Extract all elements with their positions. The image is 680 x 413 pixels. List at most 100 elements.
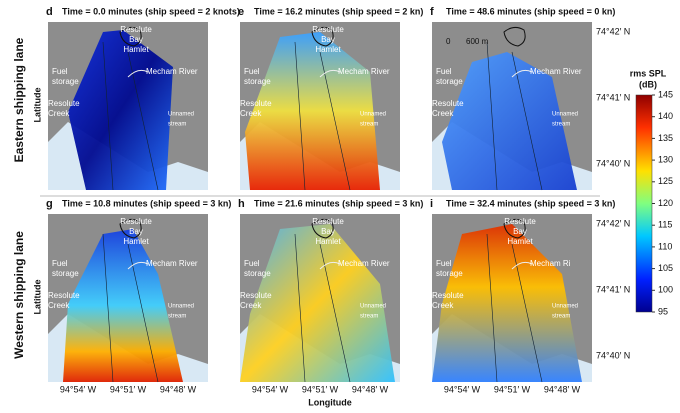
place-label: Creek: [432, 301, 454, 310]
place-label: Hamlet: [123, 45, 149, 54]
place-label: Fuel: [244, 259, 260, 268]
place-label: 0: [446, 37, 451, 46]
hamlet-outline: [119, 26, 142, 47]
panel-title: Time = 16.2 minutes (ship speed = 2 kn): [254, 6, 423, 16]
colorbar-title: rms SPL: [630, 68, 667, 78]
place-label: Resolute: [432, 291, 464, 300]
place-label: stream: [552, 122, 570, 128]
place-label: Mecham River: [146, 67, 198, 76]
place-label: Creek: [240, 109, 262, 118]
place-label: Unnamed: [168, 112, 194, 118]
ship-track: [102, 233, 159, 383]
place-label: stream: [168, 122, 186, 128]
panel-letter: e: [238, 6, 244, 18]
place-label: Bay: [129, 227, 143, 236]
place-label: stream: [360, 314, 378, 320]
latitude-tick-label: 74°42′ N: [596, 26, 630, 36]
longitude-tick-label: 94°48′ W: [160, 384, 197, 394]
river-line: [511, 261, 533, 270]
colorbar: [635, 94, 653, 313]
place-label: Mecham River: [338, 67, 390, 76]
place-label: Resolute: [312, 25, 344, 34]
longitude-tick-label: 94°51′ W: [494, 384, 531, 394]
place-label: stream: [360, 122, 378, 128]
place-label: Unnamed: [360, 112, 386, 118]
panel-letter: h: [238, 198, 245, 210]
place-label: Mecham River: [146, 259, 198, 268]
place-label: storage: [436, 77, 463, 86]
place-label: Creek: [432, 109, 454, 118]
place-label: Fuel: [244, 67, 260, 76]
longitude-tick-label: 94°48′ W: [544, 384, 581, 394]
place-label: Hamlet: [315, 237, 341, 246]
colorbar-tick-label: 135: [658, 133, 673, 143]
panel-letter: d: [46, 6, 53, 18]
place-label: Mecham Ri: [530, 259, 571, 268]
colorbar-tick-label: 115: [658, 220, 672, 230]
colorbar-tick-label: 120: [658, 198, 673, 208]
sound-field: [245, 32, 380, 190]
place-label: storage: [244, 269, 271, 278]
colorbar-tick-label: 140: [658, 111, 673, 121]
sound-field: [68, 30, 173, 190]
map-panel: h Time = 21.6 minutes (ship speed = 3 kn)…: [238, 198, 423, 383]
hamlet-outline: [503, 26, 526, 47]
sound-field: [432, 224, 582, 382]
river-line: [319, 69, 341, 78]
latitude-tick-label: 74°40′ N: [596, 350, 630, 360]
ship-track: [294, 41, 351, 191]
place-label: 600 m: [466, 37, 489, 46]
ship-track: [102, 41, 159, 191]
place-label: Fuel: [436, 67, 452, 76]
longitude-tick-label: 94°48′ W: [352, 384, 389, 394]
longitude-tick-label: 94°54′ W: [60, 384, 97, 394]
place-label: Bay: [321, 227, 335, 236]
row-label: Western shipping lane: [12, 231, 26, 359]
place-label: Resolute: [504, 217, 536, 226]
panel-letter: i: [430, 198, 433, 210]
panel-title: Time = 10.8 minutes (ship speed = 3 kn): [62, 198, 231, 208]
place-label: stream: [168, 314, 186, 320]
panel-title: Time = 48.6 minutes (ship speed = 0 kn): [446, 6, 615, 16]
y-axis-label: Latitude: [32, 88, 42, 123]
place-label: Unnamed: [360, 304, 386, 310]
longitude-tick-label: 94°51′ W: [110, 384, 147, 394]
longitude-tick-label: 94°54′ W: [444, 384, 481, 394]
colorbar-tick-label: 100: [658, 285, 673, 295]
colorbar-tick-label: 130: [658, 154, 673, 164]
place-label: Hamlet: [507, 237, 533, 246]
river-line: [127, 261, 149, 270]
place-label: Resolute: [240, 291, 272, 300]
place-label: Bay: [513, 227, 527, 236]
place-label: Fuel: [436, 259, 452, 268]
y-axis-label: Latitude: [32, 280, 42, 315]
place-label: Hamlet: [123, 237, 149, 246]
colorbar-title: (dB): [639, 79, 657, 89]
hamlet-outline: [119, 218, 142, 239]
map-panel: g Time = 10.8 minutes (ship speed = 3 kn)…: [46, 198, 231, 383]
place-label: Creek: [48, 301, 70, 310]
latitude-tick-label: 74°41′ N: [596, 92, 630, 102]
hamlet-outline: [311, 218, 334, 239]
place-label: Bay: [129, 35, 143, 44]
latitude-tick-label: 74°40′ N: [596, 158, 630, 168]
longitude-tick-label: 94°51′ W: [302, 384, 339, 394]
latitude-tick-label: 74°41′ N: [596, 284, 630, 294]
latitude-tick-label: 74°42′ N: [596, 218, 630, 228]
place-label: storage: [52, 269, 79, 278]
row-label: Eastern shipping lane: [12, 37, 26, 162]
place-label: Mecham River: [530, 67, 582, 76]
map-panel: i Time = 32.4 minutes (ship speed = 3 kn)…: [430, 198, 615, 383]
hamlet-outline: [503, 218, 526, 239]
place-label: storage: [52, 77, 79, 86]
river-line: [511, 69, 533, 78]
place-label: Unnamed: [168, 304, 194, 310]
ship-track: [486, 41, 543, 191]
panel-title: Time = 0.0 minutes (ship speed = 2 knots…: [62, 6, 240, 16]
colorbar-tick-label: 125: [658, 176, 673, 186]
place-label: Mecham River: [338, 259, 390, 268]
panel-title: Time = 21.6 minutes (ship speed = 3 kn): [254, 198, 423, 208]
colorbar-tick-label: 105: [658, 263, 673, 273]
place-label: Resolute: [120, 217, 152, 226]
